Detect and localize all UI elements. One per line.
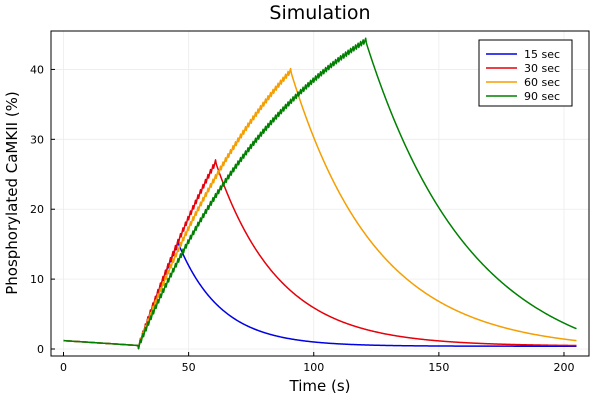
y-axis-ticks: 0 10 20 30 40 <box>30 63 55 356</box>
y-tick-label: 40 <box>30 63 44 76</box>
y-tick-label: 0 <box>37 343 44 356</box>
y-tick-label: 20 <box>30 203 44 216</box>
x-tick-label: 100 <box>303 361 324 374</box>
legend-box <box>478 39 573 107</box>
y-tick-label: 30 <box>30 133 44 146</box>
y-tick-label: 10 <box>30 273 44 286</box>
x-axis-ticks: 0 50 100 150 200 <box>60 352 574 374</box>
series-line-30-sec <box>63 159 577 350</box>
x-tick-label: 150 <box>428 361 449 374</box>
legend-label-30-sec: 30 sec <box>524 62 560 75</box>
legend-label-90-sec: 90 sec <box>524 90 560 103</box>
x-tick-label: 0 <box>60 361 67 374</box>
plot-frame <box>50 30 590 357</box>
chart-title: Simulation <box>269 2 370 24</box>
y-axis-title: Phosphorylated CaMKII (%) <box>3 91 21 295</box>
legend-label-15-sec: 15 sec <box>524 48 560 61</box>
x-tick-label: 50 <box>182 361 196 374</box>
series-line-60-sec <box>63 67 577 350</box>
series-lines <box>63 37 577 350</box>
legend-label-60-sec: 60 sec <box>524 76 560 89</box>
series-line-90-sec <box>63 37 577 350</box>
x-tick-label: 200 <box>553 361 574 374</box>
series-line-15-sec <box>63 239 577 350</box>
x-axis-title: Time (s) <box>289 377 351 395</box>
